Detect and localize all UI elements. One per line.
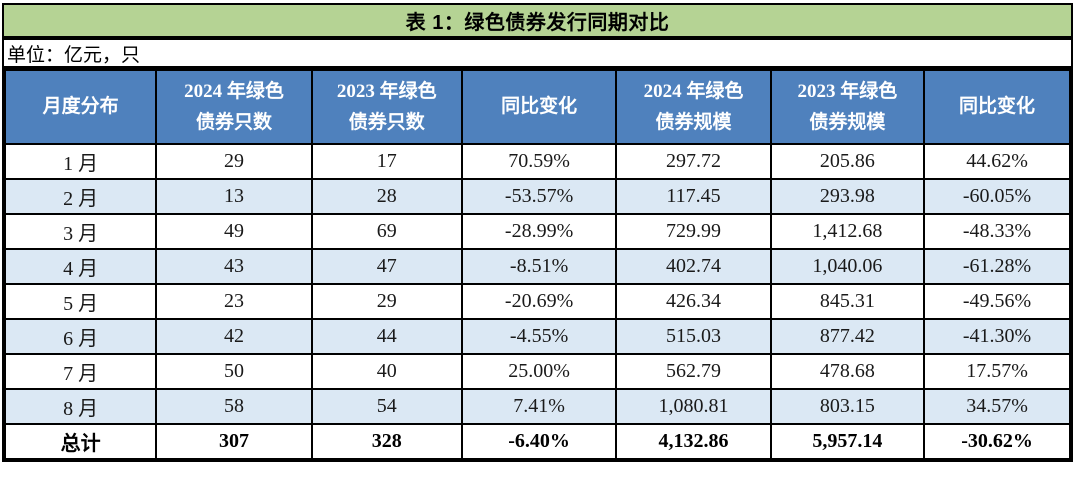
yoy-scale-cell: -61.28% bbox=[923, 248, 1071, 285]
scale-2024-cell: 1,080.81 bbox=[615, 388, 772, 425]
count-2024-cell: 42 bbox=[155, 318, 313, 355]
yoy-scale-cell: -60.05% bbox=[923, 178, 1071, 215]
scale-2024-cell: 515.03 bbox=[615, 318, 772, 355]
table-row-total: 总计 307 328 -6.40% 4,132.86 5,957.14 -30.… bbox=[3, 423, 1071, 460]
total-yoy-scale-cell: -30.62% bbox=[923, 423, 1071, 460]
header-month-distribution: 月度分布 bbox=[3, 69, 158, 145]
yoy-count-cell: -8.51% bbox=[460, 248, 618, 285]
month-cell: 8 月 bbox=[3, 388, 158, 425]
unit-note: 单位：亿元，只 bbox=[4, 40, 1071, 69]
header-2023-scale: 2023 年绿色 债券规模 bbox=[769, 69, 926, 145]
scale-2023-cell: 1,412.68 bbox=[769, 213, 926, 250]
scale-2024-cell: 117.45 bbox=[615, 178, 772, 215]
scale-2023-cell: 1,040.06 bbox=[769, 248, 926, 285]
count-2023-cell: 40 bbox=[310, 353, 463, 390]
count-2023-cell: 29 bbox=[310, 283, 463, 320]
table-row-jun: 6 月 42 44 -4.55% 515.03 877.42 -41.30% bbox=[3, 318, 1071, 355]
scale-2024-cell: 729.99 bbox=[615, 213, 772, 250]
total-label-cell: 总计 bbox=[3, 423, 158, 460]
count-2024-cell: 50 bbox=[155, 353, 313, 390]
total-scale-2024-cell: 4,132.86 bbox=[615, 423, 772, 460]
table-row-aug: 8 月 58 54 7.41% 1,080.81 803.15 34.57% bbox=[3, 388, 1071, 425]
yoy-count-cell: -20.69% bbox=[460, 283, 618, 320]
header-2024-scale: 2024 年绿色 债券规模 bbox=[615, 69, 772, 145]
scale-2024-cell: 426.34 bbox=[615, 283, 772, 320]
table-row-apr: 4 月 43 47 -8.51% 402.74 1,040.06 -61.28% bbox=[3, 248, 1071, 285]
scale-2023-cell: 803.15 bbox=[769, 388, 926, 425]
yoy-count-cell: -28.99% bbox=[460, 213, 618, 250]
count-2023-cell: 17 bbox=[310, 143, 463, 180]
header-2024-count: 2024 年绿色 债券只数 bbox=[155, 69, 313, 145]
scale-2023-cell: 478.68 bbox=[769, 353, 926, 390]
count-2023-cell: 28 bbox=[310, 178, 463, 215]
month-cell: 6 月 bbox=[3, 318, 158, 355]
count-2023-cell: 69 bbox=[310, 213, 463, 250]
count-2024-cell: 23 bbox=[155, 283, 313, 320]
header-yoy-change-scale: 同比变化 bbox=[923, 69, 1071, 145]
yoy-scale-cell: 44.62% bbox=[923, 143, 1071, 180]
yoy-scale-cell: -41.30% bbox=[923, 318, 1071, 355]
table-row-jul: 7 月 50 40 25.00% 562.79 478.68 17.57% bbox=[3, 353, 1071, 390]
count-2024-cell: 43 bbox=[155, 248, 313, 285]
header-yoy-change-count: 同比变化 bbox=[460, 69, 618, 145]
month-cell: 5 月 bbox=[3, 283, 158, 320]
yoy-count-cell: 70.59% bbox=[460, 143, 618, 180]
total-count-2024-cell: 307 bbox=[155, 423, 313, 460]
count-2024-cell: 13 bbox=[155, 178, 313, 215]
count-2024-cell: 29 bbox=[155, 143, 313, 180]
yoy-scale-cell: 34.57% bbox=[923, 388, 1071, 425]
total-yoy-count-cell: -6.40% bbox=[460, 423, 618, 460]
scale-2024-cell: 402.74 bbox=[615, 248, 772, 285]
table-row-jan: 1 月 29 17 70.59% 297.72 205.86 44.62% bbox=[3, 143, 1071, 180]
month-cell: 3 月 bbox=[3, 213, 158, 250]
scale-2023-cell: 205.86 bbox=[769, 143, 926, 180]
scale-2023-cell: 293.98 bbox=[769, 178, 926, 215]
table-title: 表 1：绿色债券发行同期对比 bbox=[4, 5, 1071, 40]
yoy-count-cell: -4.55% bbox=[460, 318, 618, 355]
yoy-scale-cell: -49.56% bbox=[923, 283, 1071, 320]
header-row: 月度分布 2024 年绿色 债券只数 2023 年绿色 债券只数 同比变化 20… bbox=[3, 69, 1071, 145]
data-table: 月度分布 2024 年绿色 债券只数 2023 年绿色 债券只数 同比变化 20… bbox=[3, 69, 1071, 460]
header-2023-count: 2023 年绿色 债券只数 bbox=[310, 69, 463, 145]
yoy-count-cell: 25.00% bbox=[460, 353, 618, 390]
month-cell: 7 月 bbox=[3, 353, 158, 390]
count-2023-cell: 44 bbox=[310, 318, 463, 355]
month-cell: 1 月 bbox=[3, 143, 158, 180]
total-count-2023-cell: 328 bbox=[310, 423, 463, 460]
count-2023-cell: 54 bbox=[310, 388, 463, 425]
table-row-may: 5 月 23 29 -20.69% 426.34 845.31 -49.56% bbox=[3, 283, 1071, 320]
scale-2023-cell: 845.31 bbox=[769, 283, 926, 320]
yoy-count-cell: 7.41% bbox=[460, 388, 618, 425]
yoy-count-cell: -53.57% bbox=[460, 178, 618, 215]
count-2024-cell: 58 bbox=[155, 388, 313, 425]
yoy-scale-cell: -48.33% bbox=[923, 213, 1071, 250]
scale-2024-cell: 562.79 bbox=[615, 353, 772, 390]
table-row-mar: 3 月 49 69 -28.99% 729.99 1,412.68 -48.33… bbox=[3, 213, 1071, 250]
month-cell: 2 月 bbox=[3, 178, 158, 215]
yoy-scale-cell: 17.57% bbox=[923, 353, 1071, 390]
count-2024-cell: 49 bbox=[155, 213, 313, 250]
month-cell: 4 月 bbox=[3, 248, 158, 285]
scale-2023-cell: 877.42 bbox=[769, 318, 926, 355]
total-scale-2023-cell: 5,957.14 bbox=[769, 423, 926, 460]
table-row-feb: 2 月 13 28 -53.57% 117.45 293.98 -60.05% bbox=[3, 178, 1071, 215]
scale-2024-cell: 297.72 bbox=[615, 143, 772, 180]
count-2023-cell: 47 bbox=[310, 248, 463, 285]
green-bond-comparison-table: 表 1：绿色债券发行同期对比 单位：亿元，只 月度分布 2024 年绿色 债券只… bbox=[2, 3, 1073, 462]
